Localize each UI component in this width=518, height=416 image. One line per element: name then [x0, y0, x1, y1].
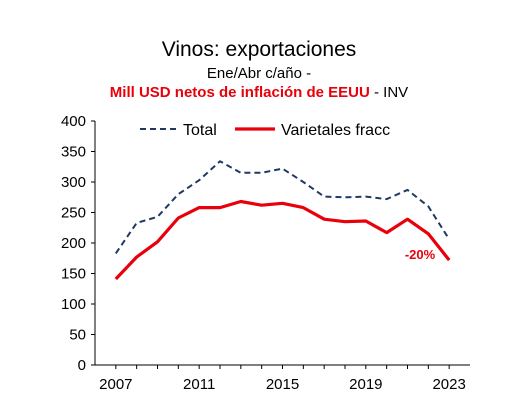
x-tick-label: 2015 [266, 376, 299, 393]
y-tick-label: 150 [61, 266, 86, 283]
chart-subtitle-source: - INV [369, 84, 409, 101]
chart-subtitle: Ene/Abr c/año - [206, 65, 312, 82]
series-line-total [114, 160, 451, 254]
chart-subtitle-highlight: Mill USD netos de inflación de EEUU [109, 84, 370, 101]
y-tick-label: 100 [61, 296, 86, 313]
legend-label-total: Total [183, 122, 217, 139]
annotation-label: -20% [405, 247, 436, 262]
legend-label-varietales: Varietales fracc [281, 122, 390, 139]
y-tick-label: 0 [78, 357, 86, 374]
x-tick-label: 2007 [99, 376, 132, 393]
y-tick-label: 400 [61, 113, 86, 130]
y-tick-label: 350 [61, 144, 86, 161]
series-line-varietales [114, 199, 451, 281]
y-tick-label: 200 [61, 235, 86, 252]
x-tick-label: 2023 [432, 376, 465, 393]
x-tick-label: 2011 [183, 376, 215, 393]
x-tick-label: 2019 [349, 376, 382, 393]
chart-title: Vinos: exportaciones [161, 38, 357, 61]
y-tick-label: 50 [69, 327, 86, 344]
y-tick-label: 300 [61, 174, 86, 191]
chart-subtitle-units: Mill USD netos de inflación de EEUU - IN… [0, 83, 518, 102]
y-tick-label: 250 [61, 205, 86, 222]
